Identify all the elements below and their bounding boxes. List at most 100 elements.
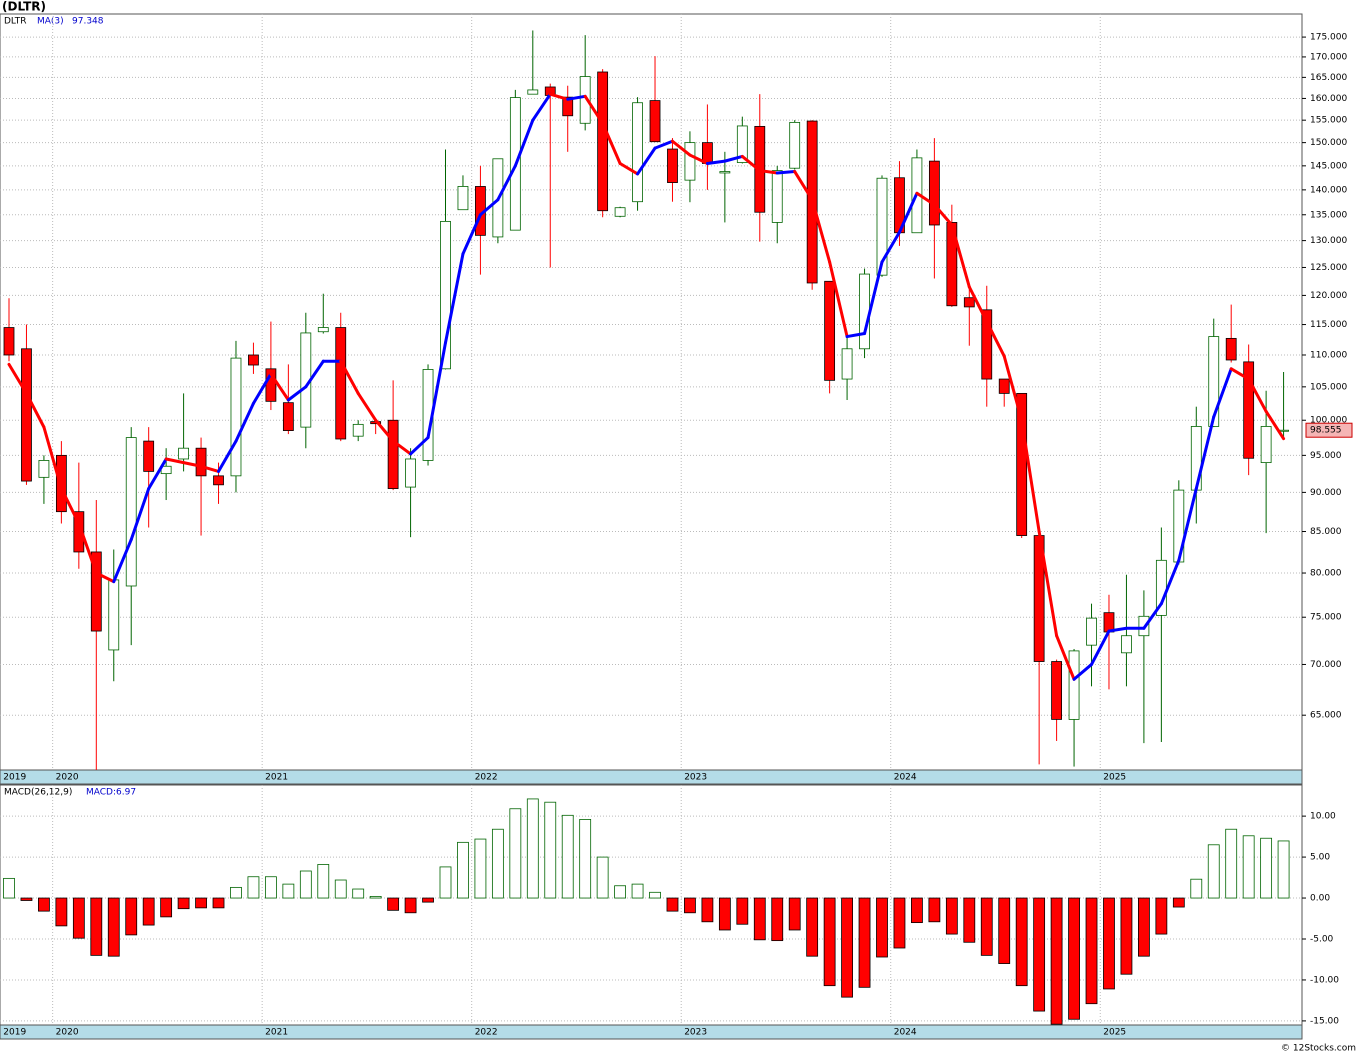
- candle-body: [963, 297, 975, 308]
- ma-segment: [269, 372, 290, 402]
- ma-segment: [1142, 602, 1163, 630]
- candle-body: [876, 177, 888, 276]
- candle-body: [981, 309, 993, 380]
- macd-bar: [212, 897, 225, 909]
- candle-body: [457, 186, 469, 211]
- ma-segment: [1194, 415, 1216, 491]
- y-tick-label: 0.00: [1310, 894, 1330, 904]
- candle-body: [38, 460, 50, 478]
- ma-segment: [147, 457, 168, 491]
- candle-body: [527, 89, 539, 95]
- macd-bar: [1033, 897, 1046, 1012]
- macd-bar: [701, 897, 714, 923]
- macd-bar: [893, 897, 906, 949]
- macd-bar: [1260, 837, 1273, 899]
- candle-body: [335, 327, 347, 440]
- ma-segment: [1020, 418, 1041, 534]
- ma-segment: [1072, 662, 1094, 681]
- macd-bar: [369, 895, 382, 899]
- candle-body: [143, 440, 155, 472]
- ma-segment: [24, 391, 46, 429]
- ma-segment: [810, 198, 832, 264]
- y-tick-label: -15.00: [1310, 1016, 1339, 1026]
- macd-bar: [282, 883, 295, 899]
- ma-segment: [723, 154, 744, 163]
- ma-segment: [444, 252, 465, 345]
- y-tick-label: 175.000: [1310, 33, 1347, 43]
- macd-bar: [771, 897, 784, 942]
- ma-segment: [1247, 377, 1268, 413]
- macd-bar: [753, 897, 766, 941]
- macd-bar: [1138, 897, 1150, 957]
- ma-segment: [967, 285, 989, 324]
- macd-bar: [55, 897, 68, 927]
- ma-segment: [304, 359, 325, 389]
- macd-bar: [474, 838, 487, 899]
- macd-bar: [945, 897, 958, 935]
- macd-bar: [806, 897, 819, 957]
- y-tick-label: 150.000: [1310, 138, 1347, 148]
- candle-body: [195, 447, 207, 477]
- macd-bar: [1190, 878, 1203, 899]
- macd-bar: [876, 897, 888, 958]
- y-tick-label: 100.000: [1310, 416, 1347, 426]
- ma-segment: [182, 461, 203, 468]
- candle-body: [1225, 337, 1237, 361]
- macd-bar: [928, 897, 941, 923]
- macd-bar: [1120, 897, 1133, 975]
- ma-segment: [636, 146, 657, 176]
- x-tick-label: 2024: [894, 1028, 917, 1038]
- macd-bar: [858, 897, 871, 988]
- candle-body: [213, 475, 224, 486]
- x-tick-label: 2020: [56, 773, 79, 783]
- y-tick-label: 170.000: [1310, 52, 1347, 62]
- macd-bar: [1050, 897, 1063, 1025]
- legend-symbol: DLTR: [4, 17, 26, 27]
- ma-segment: [566, 94, 587, 101]
- candle-body: [614, 207, 626, 217]
- ma-segment: [1002, 354, 1024, 422]
- ma-segment: [374, 418, 395, 443]
- y-tick-label: 140.000: [1310, 185, 1347, 195]
- macd-bar: [264, 876, 277, 899]
- candle-body: [771, 170, 783, 223]
- ma-segment: [1090, 629, 1111, 666]
- ma-segment: [286, 385, 308, 402]
- y-tick-label: 135.000: [1310, 210, 1347, 220]
- macd-bar: [230, 886, 242, 899]
- candle-body: [440, 220, 451, 370]
- candle-body: [719, 171, 731, 174]
- macd-bar: [666, 897, 679, 912]
- macd-bar: [911, 897, 923, 924]
- ma-segment: [409, 436, 430, 456]
- macd-bar: [439, 866, 452, 899]
- candle-body: [1016, 392, 1028, 536]
- y-tick-label: -5.00: [1310, 934, 1334, 944]
- y-tick-label: 10.00: [1310, 812, 1336, 822]
- macd-bar: [457, 841, 469, 899]
- y-tick-label: 130.000: [1310, 236, 1347, 246]
- macd-bar: [631, 883, 644, 899]
- y-tick-label: 70.000: [1310, 660, 1342, 670]
- ma-segment: [618, 161, 640, 176]
- legend-ma: MA(3): [37, 17, 64, 27]
- x-tick-label: 2023: [684, 773, 707, 783]
- candle-body: [597, 71, 609, 212]
- ma-segment: [1229, 367, 1251, 381]
- ma-segment: [356, 391, 378, 422]
- macd-bar: [963, 897, 976, 943]
- y-tick-label: 110.000: [1310, 350, 1347, 360]
- y-tick-label: 105.000: [1310, 382, 1347, 392]
- macd-bar: [38, 897, 50, 912]
- y-tick-label: 160.000: [1310, 94, 1347, 104]
- candle-body: [632, 102, 643, 203]
- y-tick-label: 165.000: [1310, 73, 1347, 83]
- ma-segment: [234, 401, 255, 443]
- y-tick-label: 80.000: [1310, 569, 1342, 579]
- candle-body: [562, 96, 574, 117]
- ma-segment: [531, 92, 552, 122]
- x-tick-label: 2023: [684, 1028, 707, 1038]
- macd-bar: [841, 897, 853, 998]
- x-tick-label: 2022: [475, 1028, 498, 1038]
- macd-bar: [596, 856, 609, 899]
